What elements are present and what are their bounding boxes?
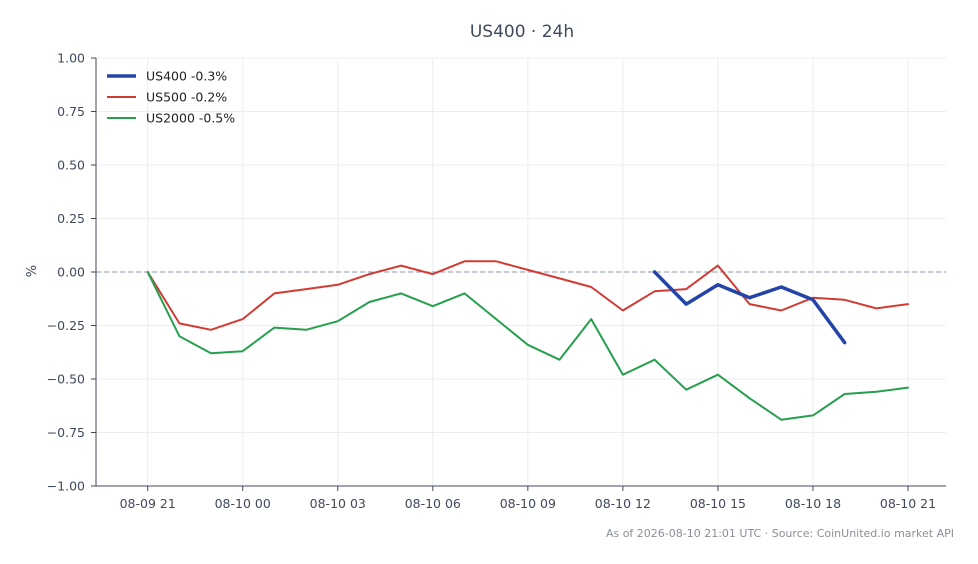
footer-source-text: As of 2026-08-10 21:01 UTC · Source: Coi… bbox=[606, 527, 954, 540]
x-tick-label: 08-09 21 bbox=[120, 496, 176, 511]
y-tick-label: −0.25 bbox=[47, 318, 85, 333]
y-tick-label: −1.00 bbox=[47, 479, 85, 494]
series-line-us500 bbox=[146, 260, 909, 331]
x-tick-label: 08-10 09 bbox=[500, 496, 556, 511]
axes bbox=[91, 57, 946, 491]
x-tick-label: 08-10 18 bbox=[785, 496, 841, 511]
y-tick-label: −0.50 bbox=[47, 372, 85, 387]
chart-title: US400 · 24h bbox=[470, 22, 574, 42]
y-tick-label: 0.25 bbox=[57, 211, 85, 226]
x-tick-label: 08-10 21 bbox=[880, 496, 936, 511]
x-tick-label: 08-10 00 bbox=[215, 496, 271, 511]
legend: US400 -0.3% US500 -0.2% US2000 -0.5% bbox=[107, 69, 235, 126]
legend-label: US400 -0.3% bbox=[146, 69, 227, 84]
x-tick-label: 08-10 06 bbox=[405, 496, 461, 511]
legend-label: US2000 -0.5% bbox=[146, 111, 235, 126]
series-line-us2000 bbox=[146, 271, 909, 421]
legend-label: US500 -0.2% bbox=[146, 90, 227, 105]
y-tick-label: 1.00 bbox=[57, 51, 85, 66]
y-axis-label: % bbox=[25, 265, 40, 277]
y-tick-label: 0.75 bbox=[57, 104, 85, 119]
y-tick-label: 0.00 bbox=[57, 265, 85, 280]
x-tick-label: 08-10 15 bbox=[690, 496, 746, 511]
y-tick-label: 0.50 bbox=[57, 158, 85, 173]
x-tick-label: 08-10 12 bbox=[595, 496, 651, 511]
y-tick-label: −0.75 bbox=[47, 425, 85, 440]
series-line-us400 bbox=[652, 270, 847, 345]
tick-labels: 1.00 0.75 0.50 0.25 0.00 −0.25 −0.50 −0.75 −1.00… bbox=[47, 51, 936, 512]
series-layer bbox=[146, 260, 909, 421]
x-tick-label: 08-10 03 bbox=[310, 496, 366, 511]
